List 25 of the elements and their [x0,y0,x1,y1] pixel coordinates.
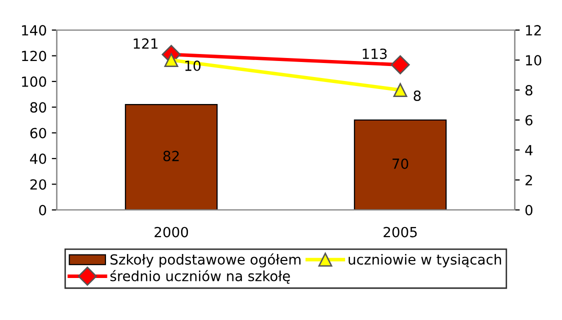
data-label: 121 [134,38,158,49]
y-tick-label: 80 [30,102,46,113]
y2-tick-label: 10 [526,55,542,66]
y2-tick-label: 0 [525,204,532,216]
data-label: 70 [392,158,408,169]
y2-tick-label: 6 [525,114,532,126]
legend-label: Szkoły podstawowe ogółem [110,253,300,268]
y2-tick-label: 8 [525,84,532,96]
data-label: 82 [163,150,179,162]
y-tick-label: 20 [30,179,46,190]
data-label: 8 [414,90,421,101]
x-tick-label: 2005 [384,226,417,238]
legend-label: średnio uczniów na szkołę [110,270,290,284]
y-tick-label: 100 [22,76,46,87]
y-tick-label: 140 [22,25,46,36]
y-tick-label: 40 [30,154,46,164]
y-tick-label: 120 [22,50,46,62]
y-tick-label: 0 [39,204,46,216]
data-label: 113 [362,48,387,60]
legend-label: uczniowie w tysiącach [348,254,502,268]
y-tick-label: 60 [30,128,46,138]
x-tick-label: 2000 [154,226,188,238]
y2-tick-label: 12 [526,25,541,36]
y2-tick-label: 4 [525,145,533,156]
y2-tick-label: 2 [526,174,532,186]
